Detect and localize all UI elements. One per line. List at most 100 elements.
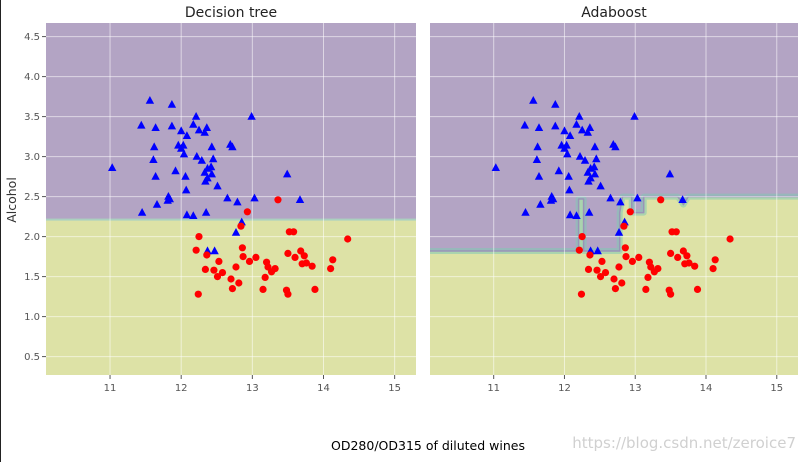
data-point-class-0 (590, 162, 599, 171)
data-point-class-0 (580, 156, 590, 164)
data-point-class-1 (327, 265, 335, 273)
data-point-class-1 (683, 252, 691, 260)
x-tick-label: 11 (104, 383, 117, 394)
data-point-class-1 (344, 235, 352, 243)
data-point-class-0 (565, 131, 575, 139)
data-point-class-0 (197, 156, 206, 164)
data-point-class-1 (291, 253, 299, 261)
y-tick-label: 2.5 (24, 192, 40, 203)
data-point-class-0 (210, 246, 219, 255)
data-point-class-1 (635, 253, 643, 261)
data-point-class-1 (709, 265, 717, 273)
data-point-class-0 (151, 172, 160, 180)
data-point-class-0 (171, 166, 180, 175)
data-point-class-1 (290, 228, 298, 236)
panel-title: Adaboost (581, 5, 647, 21)
data-point-class-0 (520, 120, 529, 129)
data-point-class-1 (203, 251, 211, 259)
data-point-class-0 (108, 163, 117, 171)
x-tick-label: 13 (629, 383, 642, 394)
data-point-class-1 (672, 228, 680, 236)
data-point-class-0 (167, 100, 177, 108)
data-point-class-1 (284, 290, 292, 298)
data-point-class-1 (300, 252, 308, 260)
data-point-class-0 (137, 120, 146, 129)
data-point-class-0 (189, 120, 198, 128)
y-tick-label: 1.0 (24, 312, 40, 323)
data-point-class-0 (565, 210, 575, 219)
data-point-class-1 (642, 285, 650, 293)
data-point-class-1 (245, 257, 254, 265)
y-tick-label: 0.5 (24, 352, 40, 363)
data-point-class-0 (575, 152, 585, 160)
data-point-class-0 (192, 152, 201, 160)
data-point-class-1 (611, 285, 620, 293)
data-point-class-1 (228, 285, 237, 293)
data-point-class-1 (596, 273, 605, 281)
data-point-class-0 (203, 173, 212, 182)
data-point-class-0 (551, 121, 560, 130)
data-point-class-0 (678, 195, 687, 203)
data-point-class-1 (284, 249, 292, 257)
data-point-class-0 (611, 142, 620, 151)
data-point-class-0 (137, 208, 147, 216)
data-point-class-0 (206, 162, 216, 171)
data-point-class-0 (179, 149, 189, 158)
data-point-class-0 (491, 163, 500, 171)
data-point-class-1 (601, 269, 610, 277)
panel-title: Decision tree (185, 5, 277, 21)
data-point-class-0 (207, 142, 216, 151)
x-tick-label: 14 (700, 383, 713, 394)
y-tick-label: 1.5 (24, 272, 40, 283)
data-point-class-0 (182, 131, 192, 139)
data-point-class-0 (295, 195, 305, 203)
data-point-class-0 (165, 194, 174, 203)
data-point-class-0 (596, 181, 605, 190)
y-axis-label: Alcohol (4, 177, 19, 223)
data-point-class-1 (252, 253, 260, 261)
x-tick-label: 12 (175, 383, 188, 394)
data-point-class-0 (548, 194, 558, 203)
data-point-class-1 (243, 208, 251, 216)
data-point-class-0 (633, 193, 642, 202)
data-point-class-1 (626, 208, 634, 216)
data-point-class-1 (218, 269, 227, 277)
y-tick-label: 4.0 (24, 72, 40, 83)
data-point-class-0 (592, 154, 601, 163)
data-point-class-0 (560, 126, 569, 135)
x-tick-label: 11 (487, 383, 500, 394)
data-point-class-0 (152, 200, 162, 208)
data-point-class-1 (194, 290, 202, 298)
data-point-class-1 (237, 222, 245, 230)
data-point-class-1 (227, 275, 235, 283)
data-point-class-0 (150, 142, 159, 151)
data-point-class-0 (534, 172, 544, 180)
data-point-class-1 (235, 279, 243, 287)
data-point-class-0 (177, 126, 186, 135)
data-point-class-0 (606, 193, 615, 202)
decision-region-class-1 (46, 220, 416, 375)
data-point-class-1 (674, 253, 682, 261)
data-point-class-1 (685, 259, 693, 267)
data-point-class-1 (213, 273, 222, 281)
data-point-class-1 (210, 266, 218, 274)
data-point-class-1 (271, 265, 279, 273)
data-point-class-0 (521, 208, 530, 216)
data-point-class-0 (194, 125, 204, 134)
data-point-class-0 (630, 112, 639, 120)
data-point-class-1 (644, 273, 652, 281)
data-point-class-0 (283, 169, 292, 178)
data-point-class-0 (200, 128, 209, 136)
data-point-class-1 (578, 233, 586, 241)
data-point-class-0 (529, 96, 538, 104)
data-point-class-0 (207, 169, 216, 178)
data-point-class-1 (621, 244, 629, 252)
x-tick-label: 13 (246, 383, 259, 394)
data-point-class-0 (536, 200, 545, 208)
data-point-class-0 (593, 246, 602, 255)
x-tick-label: 12 (558, 383, 571, 394)
data-point-class-0 (533, 142, 542, 151)
data-point-class-1 (195, 233, 203, 241)
watermark: https://blog.csdn.net/zeroice7 (572, 434, 796, 452)
